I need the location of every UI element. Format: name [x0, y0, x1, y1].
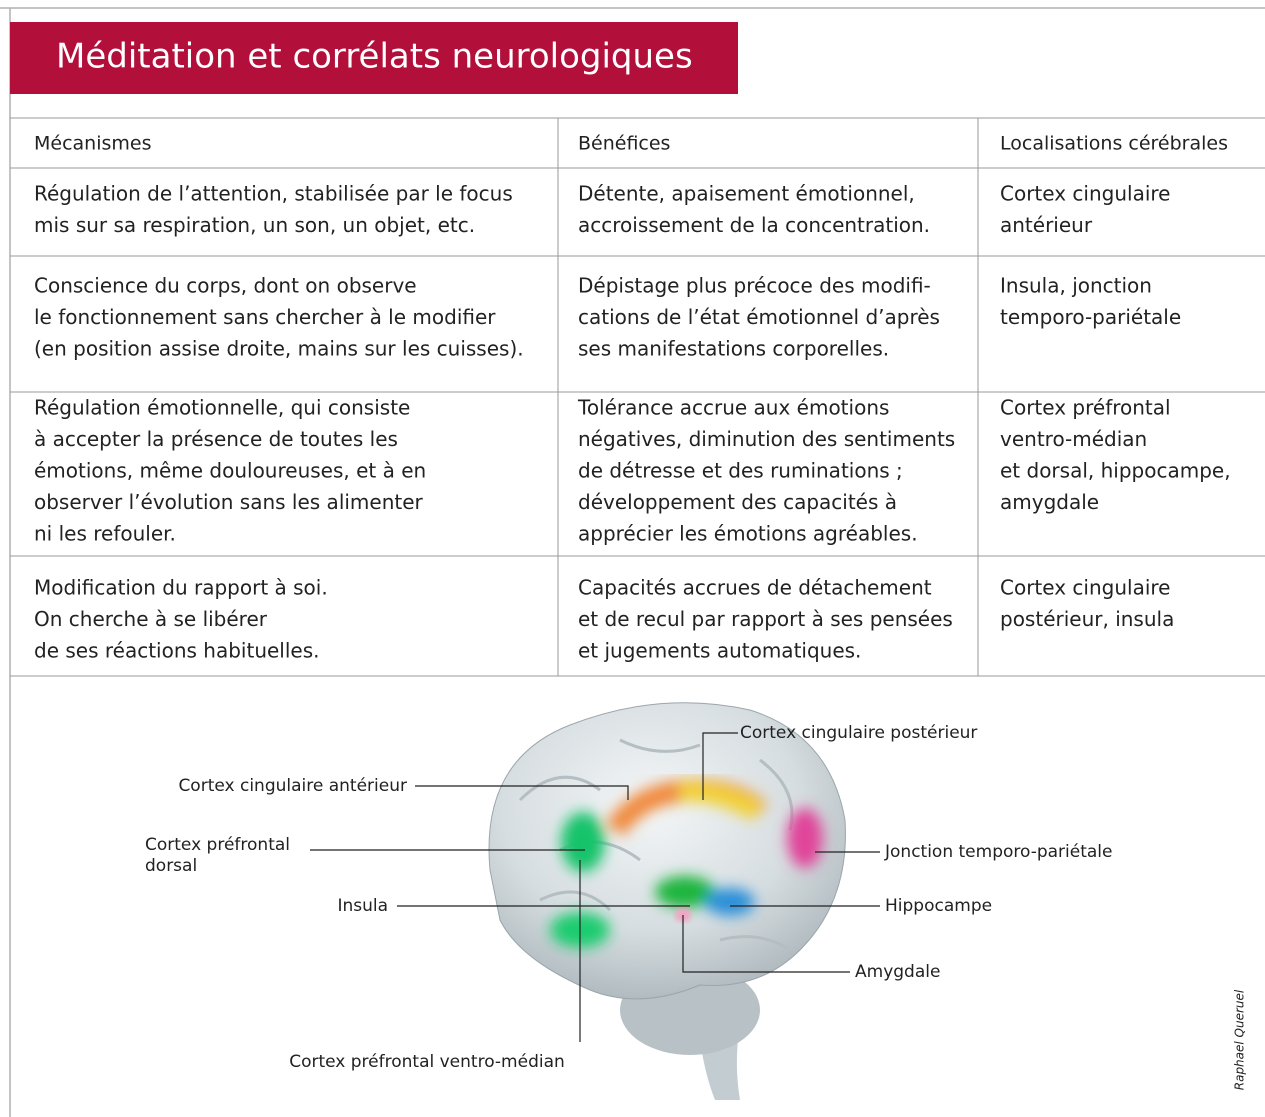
cell-text: Cortex cingulaire	[1000, 576, 1170, 600]
cell-text: observer l’évolution sans les alimenter	[34, 490, 424, 514]
cell-text: émotions, même douloureuses, et à en	[34, 459, 426, 483]
cell-text: Dépistage plus précoce des modifi-	[578, 274, 931, 298]
brain-label: Cortex cingulaire antérieur	[178, 776, 407, 796]
cell-text: On cherche à se libérer	[34, 607, 268, 631]
cell-text: de ses réactions habituelles.	[34, 639, 320, 663]
cell-text: ni les refouler.	[34, 522, 176, 546]
cell-text: développement des capacités à	[578, 490, 897, 514]
brain-label: Cortex préfrontal ventro-médian	[289, 1052, 565, 1072]
cell-text: négatives, diminution des sentiments	[578, 427, 955, 451]
brain-label: Insula	[337, 896, 388, 916]
cell-text: Conscience du corps, dont on observe	[34, 274, 417, 298]
brain-label: Hippocampe	[885, 896, 992, 916]
cell-text: postérieur, insula	[1000, 607, 1174, 631]
brain-label: Jonction temporo-pariétale	[884, 842, 1113, 862]
cell-text: (en position assise droite, mains sur le…	[34, 337, 524, 361]
brain-label: Amygdale	[855, 962, 940, 982]
cell-text: Régulation de l’attention, stabilisée pa…	[34, 182, 513, 206]
cell-text: accroissement de la concentration.	[578, 213, 930, 237]
cell-text: Cortex cingulaire	[1000, 182, 1170, 206]
brain-label: Cortex préfrontal	[145, 835, 290, 855]
brain-label: dorsal	[145, 856, 197, 876]
cell-text: et dorsal, hippocampe,	[1000, 459, 1231, 483]
cell-text: et jugements automatiques.	[578, 639, 861, 663]
title-band	[10, 22, 738, 94]
cell-text: ses manifestations corporelles.	[578, 337, 889, 361]
column-header: Mécanismes	[34, 133, 152, 155]
column-header: Bénéfices	[578, 133, 670, 155]
cell-text: et de recul par rapport à ses pensées	[578, 607, 953, 631]
frame	[0, 7, 1265, 1117]
cell-text: Tolérance accrue aux émotions	[577, 396, 889, 420]
column-header: Localisations cérébrales	[1000, 133, 1228, 155]
cell-text: Régulation émotionnelle, qui consiste	[34, 396, 410, 420]
cell-text: antérieur	[1000, 213, 1093, 237]
credit: Raphael Queruel	[1233, 989, 1247, 1090]
brain-label: Cortex cingulaire postérieur	[740, 723, 977, 743]
brain-illustration	[488, 702, 846, 1100]
table-rules	[10, 117, 1265, 677]
cell-text: de détresse et des ruminations ;	[578, 459, 903, 483]
cell-text: Détente, apaisement émotionnel,	[578, 182, 915, 206]
cell-text: Capacités accrues de détachement	[578, 576, 932, 600]
cell-text: à accepter la présence de toutes les	[34, 427, 398, 451]
cell-text: amygdale	[1000, 490, 1099, 514]
cell-text: le fonctionnement sans chercher à le mod…	[34, 305, 496, 329]
leader-lines	[310, 732, 880, 1042]
cell-text: Insula, jonction	[1000, 274, 1152, 298]
cell-text: Cortex préfrontal	[1000, 396, 1171, 420]
cell-text: mis sur sa respiration, un son, un objet…	[34, 213, 475, 237]
cell-text: apprécier les émotions agréables.	[578, 522, 918, 546]
cell-text: ventro-médian	[1000, 427, 1147, 451]
cell-text: Modification du rapport à soi.	[34, 576, 328, 600]
title: Méditation et corrélats neurologiques	[56, 37, 693, 77]
cell-text: temporo-pariétale	[1000, 305, 1181, 329]
cell-text: cations de l’état émotionnel d’après	[578, 305, 940, 329]
